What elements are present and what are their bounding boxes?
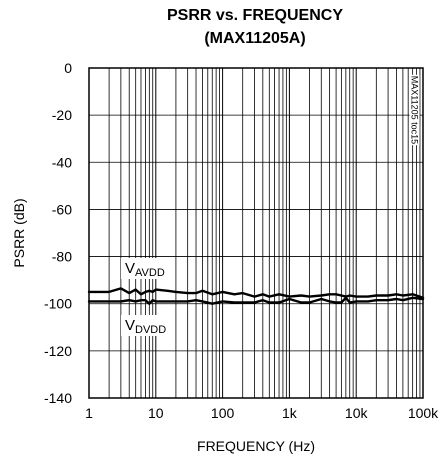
annotation-vdvdd: VDVDD	[121, 315, 171, 336]
annotation-vavdd-main: V	[125, 260, 135, 277]
axis-ticks: 1 10 100 1k 10k 100k 0 -20 -40 -60 -80 -100 -120 -140	[44, 60, 439, 421]
annotation-vavdd: VAVDD	[121, 258, 169, 279]
grid	[89, 68, 423, 398]
x-axis-label: FREQUENCY (Hz)	[197, 438, 315, 454]
chart-title: PSRR vs. FREQUENCY	[167, 7, 343, 24]
x-tick-label: 10k	[345, 405, 369, 421]
y-tick-label: -100	[44, 296, 72, 312]
y-tick-label: -60	[52, 201, 72, 217]
x-tick-label: 100	[211, 405, 235, 421]
series-line-dvdd	[87, 296, 425, 305]
plot-frame	[88, 67, 424, 399]
annotation-vavdd-label: VAVDD	[125, 260, 165, 279]
y-tick-label: -120	[44, 343, 72, 359]
x-tick-label: 1	[85, 405, 93, 421]
x-tick-label: 10	[148, 405, 164, 421]
annotation-vdvdd-main: V	[125, 317, 135, 334]
y-axis-label: PSRR (dB)	[11, 198, 27, 267]
annotation-vdvdd-background	[121, 315, 171, 336]
x-tick-label: 1k	[282, 405, 298, 421]
figure-code-label: MAX11205 toc15	[410, 76, 420, 144]
series-layer	[87, 287, 425, 305]
figure-code-group: MAX11205 toc15	[409, 74, 420, 146]
annotation-vdvdd-sub: DVDD	[135, 324, 166, 336]
series-line-avdd	[87, 287, 425, 299]
annotation-vavdd-background	[121, 258, 169, 279]
x-tick-label: 100k	[408, 405, 439, 421]
chart-subtitle: (MAX11205A)	[204, 30, 305, 47]
annotation-vavdd-sub: AVDD	[135, 267, 165, 279]
annotation-vdvdd-label: VDVDD	[125, 317, 166, 336]
y-tick-label: -140	[44, 390, 72, 406]
y-tick-label: 0	[64, 60, 72, 76]
y-tick-label: -20	[52, 107, 72, 123]
y-tick-label: -80	[52, 249, 72, 265]
y-tick-label: -40	[52, 154, 72, 170]
figure-code-background	[409, 74, 420, 146]
